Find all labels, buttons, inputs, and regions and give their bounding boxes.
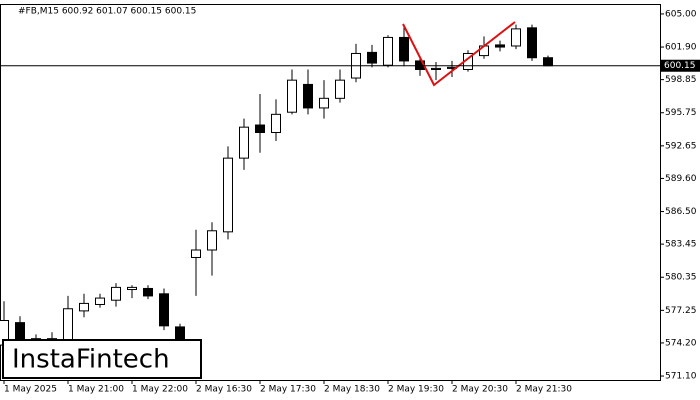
candle-body — [303, 83, 313, 109]
candle-body — [271, 113, 281, 134]
candle-body — [95, 297, 105, 305]
candle-body — [543, 57, 553, 67]
candle-body — [495, 44, 505, 48]
y-tick-label: 583.45 — [665, 240, 697, 250]
candle-body — [207, 230, 217, 251]
candle-body — [191, 249, 201, 258]
y-tick-label: 605.00 — [665, 9, 697, 19]
x-tick-label: 2 May 16:30 — [196, 385, 252, 395]
x-tick-label: 1 May 22:00 — [132, 385, 188, 395]
candle-body — [383, 36, 393, 66]
y-tick-label: 601.90 — [665, 43, 697, 53]
candle-body — [319, 97, 329, 109]
candle-body — [63, 308, 73, 341]
y-tick-label: 580.35 — [665, 273, 697, 283]
candle-body — [335, 79, 345, 99]
y-tick-label: 598.85 — [665, 75, 697, 85]
y-tick-label: 577.25 — [665, 306, 697, 316]
x-tick-label: 2 May 18:30 — [324, 385, 380, 395]
y-tick-label: 574.20 — [665, 338, 697, 348]
candle-body — [367, 51, 377, 64]
candle-body — [511, 28, 521, 47]
y-tick-label: 586.50 — [665, 207, 697, 217]
candle-body — [223, 157, 233, 233]
candle-body — [127, 286, 137, 291]
candle-body — [15, 322, 25, 341]
y-tick-label: 595.75 — [665, 108, 697, 118]
last-price-label: 600.15 — [664, 61, 696, 71]
x-tick-label: 2 May 19:30 — [388, 385, 444, 395]
x-tick-label: 2 May 17:30 — [260, 385, 316, 395]
logo-box — [2, 339, 202, 379]
candle-body — [111, 286, 121, 301]
candle-body — [527, 27, 537, 59]
y-tick-label: 592.65 — [665, 141, 697, 151]
y-tick-label: 589.60 — [665, 174, 697, 184]
x-tick-label: 1 May 2025 — [4, 385, 57, 395]
candle-body — [431, 67, 441, 70]
candle-body — [255, 124, 265, 134]
watermark: InstaFintech — [12, 345, 170, 375]
candle-body — [79, 302, 89, 312]
x-tick-label: 2 May 21:30 — [516, 385, 572, 395]
candle-body — [159, 293, 169, 327]
y-tick-label: 571.10 — [665, 372, 697, 382]
candle-body — [399, 36, 409, 62]
plot-frame — [0, 4, 661, 381]
x-tick-label: 2 May 20:30 — [452, 385, 508, 395]
candle-body — [287, 79, 297, 113]
candle-body — [143, 287, 153, 297]
chart-title: #FB,M15 600.92 601.07 600.15 600.15 — [18, 7, 196, 17]
pattern-line — [402, 21, 516, 87]
x-tick-label: 1 May 21:00 — [68, 385, 124, 395]
last-price-box — [660, 59, 700, 72]
candle-body — [239, 126, 249, 159]
